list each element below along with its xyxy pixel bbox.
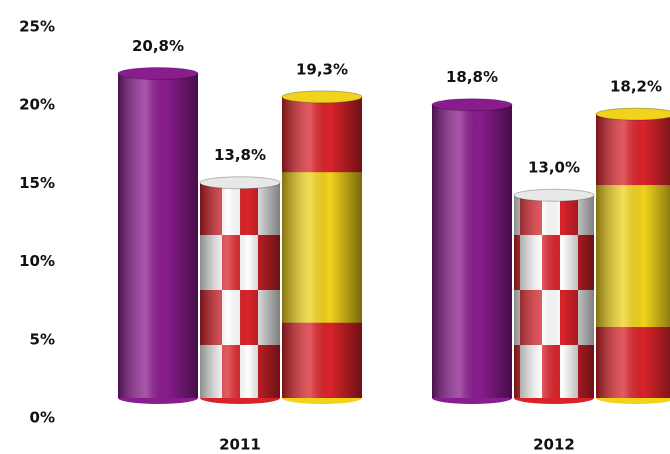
data-label: 18,2% bbox=[610, 78, 662, 96]
y-tick-label: 20% bbox=[19, 96, 55, 114]
y-tick-label: 10% bbox=[19, 252, 55, 270]
data-label: 19,3% bbox=[296, 60, 348, 78]
bar-top bbox=[595, 107, 670, 121]
bar-shade bbox=[514, 195, 594, 398]
data-label: 20,8% bbox=[132, 37, 184, 55]
bar-top bbox=[117, 67, 199, 81]
bar-top bbox=[513, 188, 595, 202]
bar-top bbox=[431, 98, 513, 112]
data-label: 13,0% bbox=[528, 159, 580, 177]
x-tick-label: 2012 bbox=[533, 436, 575, 454]
y-tick-label: 15% bbox=[19, 174, 55, 192]
bar-shade bbox=[200, 182, 280, 398]
y-tick-label: 5% bbox=[30, 330, 55, 348]
y-tick-label: 25% bbox=[19, 18, 55, 36]
x-tick-label: 2011 bbox=[219, 436, 261, 454]
data-label: 13,8% bbox=[214, 146, 266, 164]
bar-shade bbox=[596, 114, 670, 398]
bar-top bbox=[199, 176, 281, 190]
y-tick-label: 0% bbox=[30, 409, 55, 427]
bar-shade bbox=[282, 96, 362, 399]
bar-top bbox=[281, 90, 363, 104]
bar-shade bbox=[118, 73, 198, 399]
bar-shade bbox=[432, 104, 512, 398]
data-label: 18,8% bbox=[446, 68, 498, 86]
